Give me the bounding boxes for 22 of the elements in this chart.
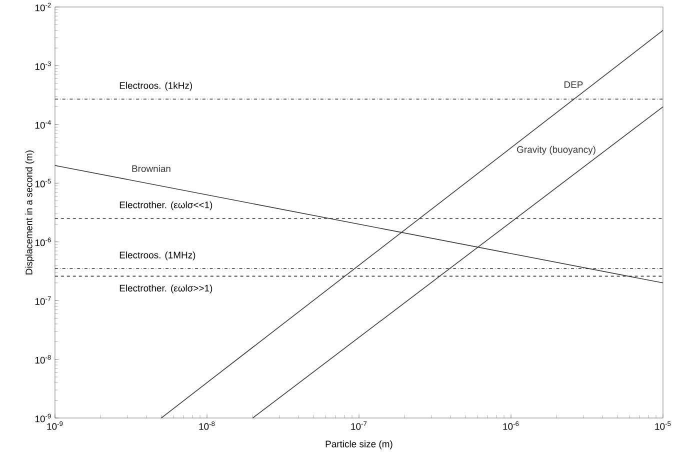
y-tick-label: 10$^{-6}$: [35, 238, 51, 246]
y-tick-label: 10$^{-7}$: [35, 296, 51, 305]
x-tick-label: 10$^{-5}$: [655, 421, 671, 430]
x-tick-label: 10$^{-6}$: [503, 421, 519, 430]
x-tick-label: 10$^{-7}$: [351, 421, 367, 430]
x-tick-label: 10$^{-9}$: [47, 421, 63, 430]
x-axis-title: Particle size (m): [326, 440, 392, 450]
ref-line-label: Electroos. (1MHz): [120, 251, 196, 260]
ref-line-label: Electrother. (εωlσ<<1): [120, 201, 212, 210]
y-tick-label: 10$^{-4}$: [35, 120, 51, 129]
series-label: Brownian: [132, 165, 170, 172]
y-tick-label: 10$^{-5}$: [35, 178, 51, 188]
x-tick-label: 10$^{-8}$: [199, 421, 215, 430]
y-tick-label: 10$^{-9}$: [35, 414, 51, 422]
series-label: DEP: [564, 81, 583, 88]
series-label: Gravity (buoyancy): [517, 146, 596, 155]
y-tick-label: 10$^{-8}$: [35, 355, 51, 364]
y-tick-label: 10$^{-3}$: [35, 61, 51, 70]
ref-line-label: Electrother. (εωlσ>>1): [120, 284, 212, 294]
y-axis-title: Displacement in a second (m): [25, 150, 34, 274]
y-tick-label: 10$^{-2}$: [35, 2, 51, 12]
ref-line-label: Electroos. (1kHz): [120, 82, 192, 91]
